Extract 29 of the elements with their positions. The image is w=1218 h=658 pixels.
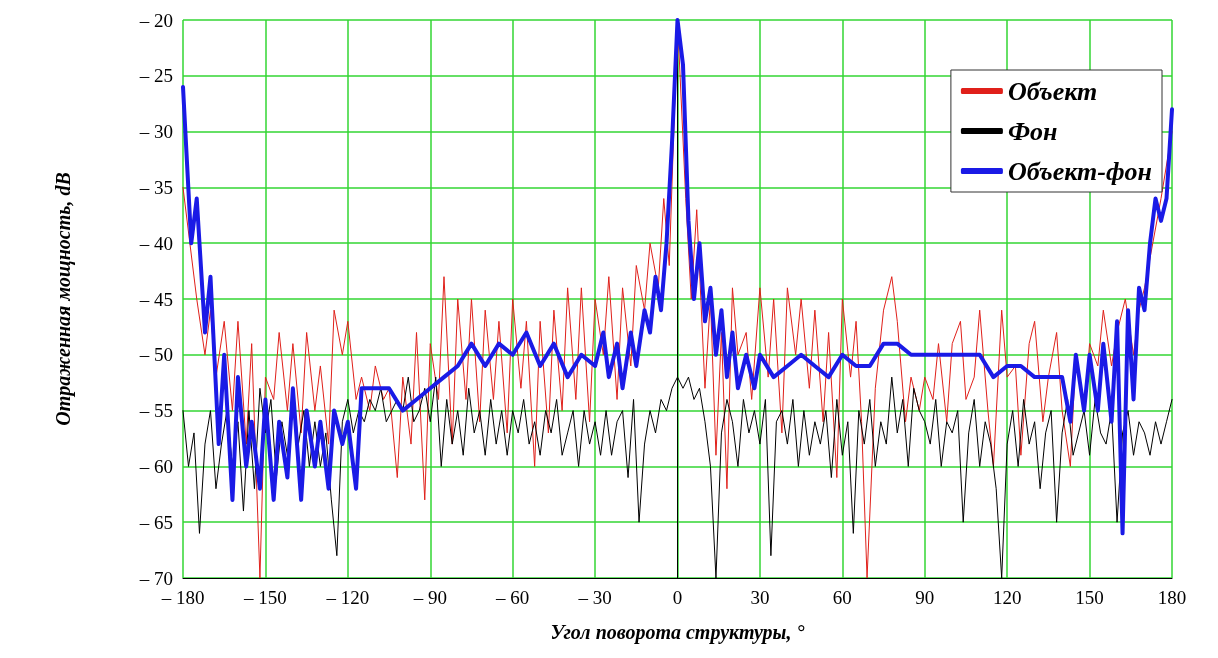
- legend-label: Фон: [1007, 116, 1058, 146]
- y-tick-label: – 20: [138, 9, 173, 31]
- y-tick-label: – 30: [138, 121, 173, 143]
- x-tick-label: – 150: [243, 587, 287, 608]
- y-tick-label: – 35: [138, 176, 173, 198]
- x-axis-title: Угол поворота структуры, °: [550, 621, 805, 644]
- x-tick-label: – 90: [412, 587, 447, 608]
- x-tick-label: 30: [750, 587, 770, 608]
- x-tick-label: – 60: [495, 587, 530, 608]
- legend-label: Объект-фон: [1007, 156, 1152, 186]
- x-tick-label: 180: [1157, 587, 1187, 608]
- y-tick-label: – 50: [138, 344, 173, 366]
- y-tick-label: – 55: [138, 400, 173, 422]
- y-tick-label: – 65: [138, 511, 173, 533]
- x-tick-label: 60: [832, 587, 852, 608]
- y-tick-label: – 25: [138, 65, 173, 87]
- legend-label: Объект: [1007, 76, 1098, 106]
- x-tick-label: 90: [915, 587, 935, 608]
- y-tick-label: – 40: [138, 232, 173, 254]
- y-tick-label: – 45: [138, 288, 173, 310]
- x-tick-label: 120: [992, 587, 1022, 608]
- y-tick-label: – 70: [138, 567, 173, 589]
- x-tick-label: – 120: [325, 587, 370, 608]
- x-tick-label: – 180: [160, 587, 205, 608]
- x-tick-label: 150: [1075, 587, 1104, 608]
- y-axis-title: Отраженная мощность, dB: [52, 172, 75, 426]
- x-tick-label: – 30: [577, 587, 612, 608]
- y-tick-label: – 60: [138, 455, 173, 477]
- x-tick-label: 0: [672, 587, 683, 608]
